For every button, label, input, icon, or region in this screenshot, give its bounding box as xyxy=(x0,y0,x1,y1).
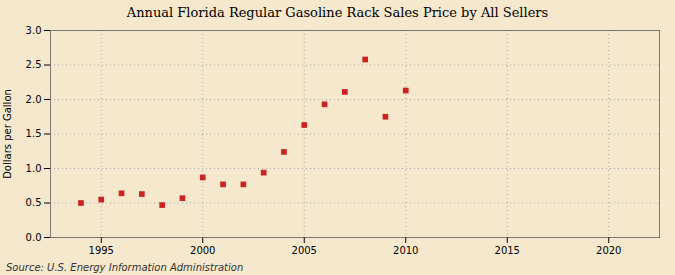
svg-text:2000: 2000 xyxy=(190,245,215,256)
svg-text:1.0: 1.0 xyxy=(26,163,42,174)
svg-text:2020: 2020 xyxy=(596,245,621,256)
html-text:Source: U.S. Energy Informatio: Source: U.S. Energy Information Administ… xyxy=(6,262,244,273)
svg-text:1995: 1995 xyxy=(89,245,114,256)
svg-text:0.5: 0.5 xyxy=(26,197,42,208)
svg-text:Dollars per Gallon: Dollars per Gallon xyxy=(2,89,13,179)
svg-text:2.0: 2.0 xyxy=(26,94,42,105)
svg-text:2.5: 2.5 xyxy=(26,59,42,70)
svg-text:0.0: 0.0 xyxy=(26,232,42,243)
html-text:Annual Florida Regular Gasolin: Annual Florida Regular Gasoline Rack Sal… xyxy=(126,5,549,20)
svg-text:2015: 2015 xyxy=(495,245,520,256)
svg-text:2005: 2005 xyxy=(292,245,317,256)
svg-text:2010: 2010 xyxy=(393,245,418,256)
svg-text:1.5: 1.5 xyxy=(26,128,42,139)
svg-text:3.0: 3.0 xyxy=(26,25,42,36)
